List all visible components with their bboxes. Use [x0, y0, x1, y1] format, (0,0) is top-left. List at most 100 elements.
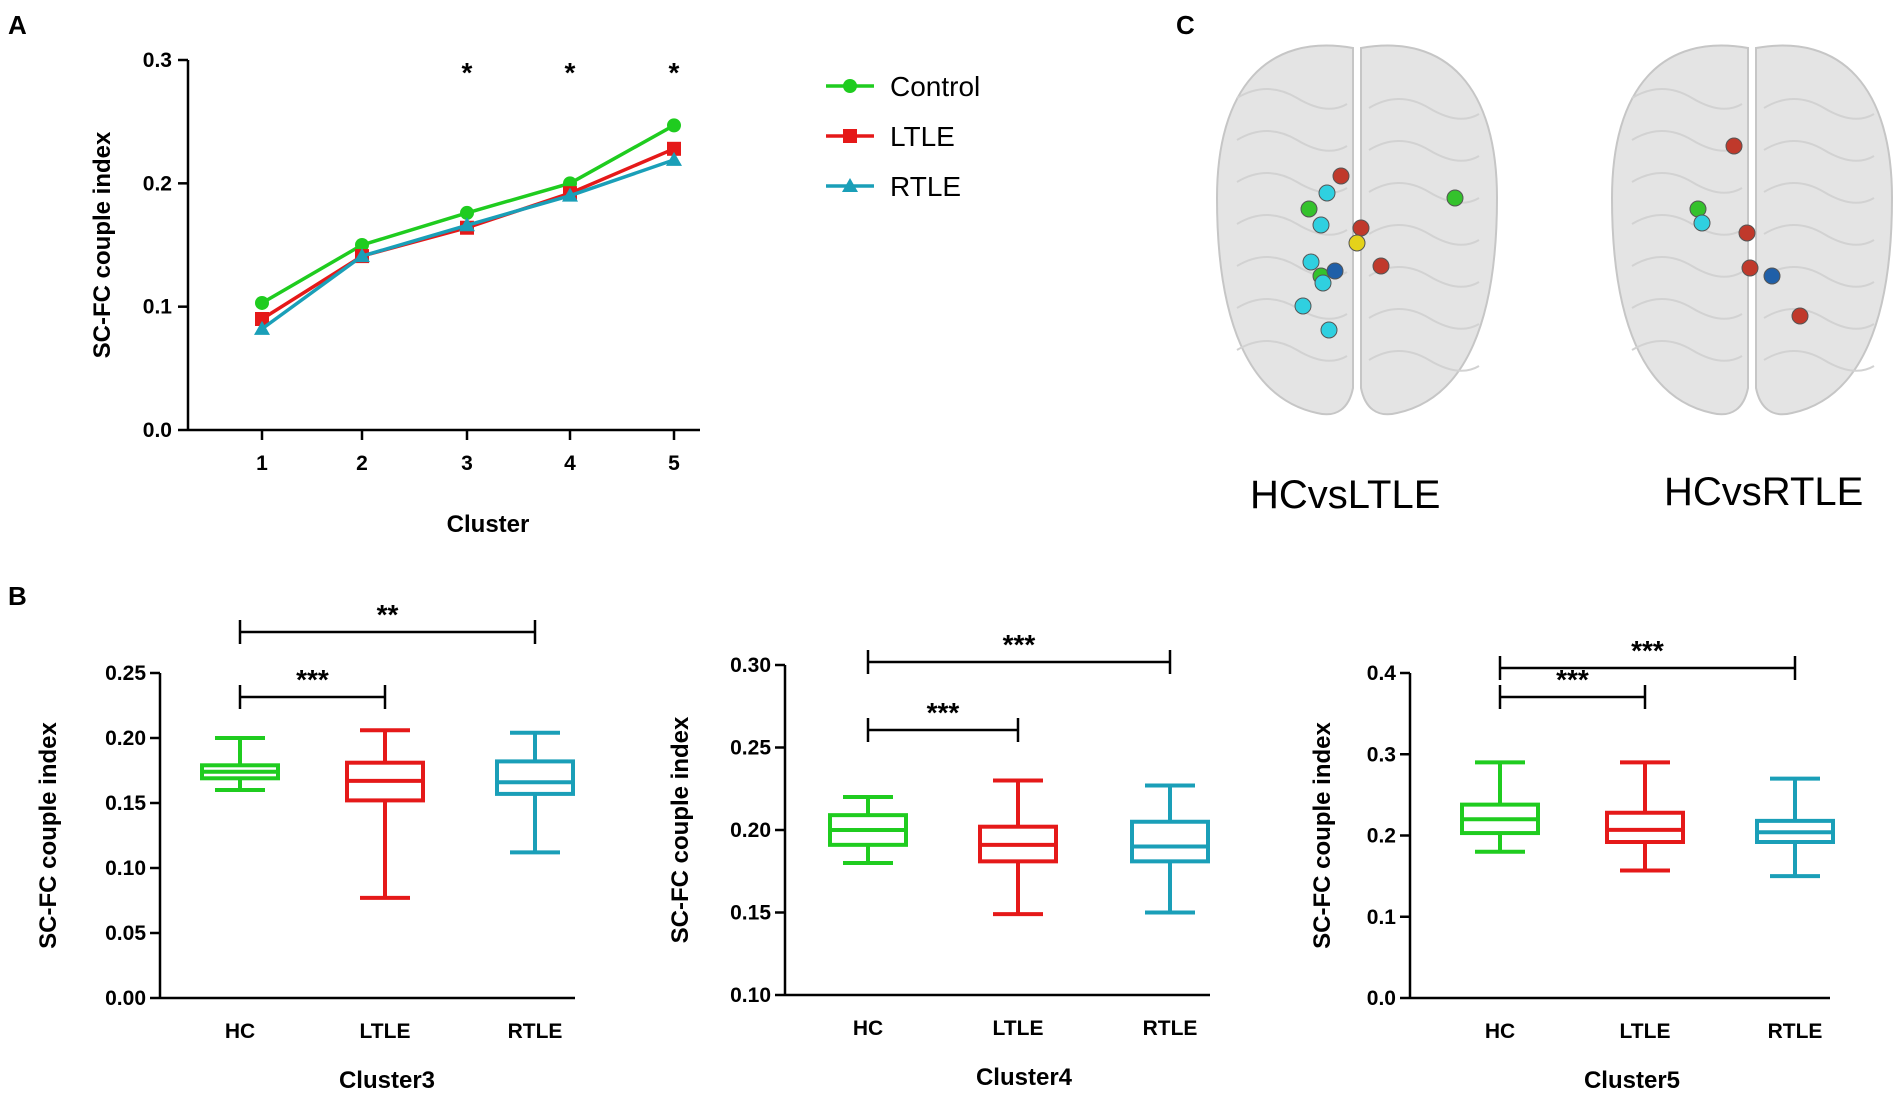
brain-sulcus: [1631, 298, 1743, 320]
y-axis-title: SC-FC couple index: [667, 716, 694, 943]
brain-node: [1302, 253, 1320, 271]
data-point-ltle: [255, 312, 269, 326]
x-axis-title: Cluster4: [976, 1064, 1073, 1091]
y-tick-label: 0.15: [730, 902, 771, 925]
boxplot-cluster5: 0.0 0.1 0.2 0.3 0.4 HC LTLE RTLE Cluster5 SC-FC c…: [1309, 635, 1835, 1094]
brain-sulcus: [1236, 88, 1348, 110]
brain-node: [1446, 189, 1464, 207]
y-tick-label: 0.3: [1367, 743, 1396, 766]
brain-node: [1312, 216, 1330, 234]
significance-annotation: *: [565, 57, 576, 88]
brain-sulcus: [1763, 140, 1875, 162]
significance-label: ***: [1631, 635, 1664, 666]
y-tick-label: 0.1: [143, 296, 173, 319]
brain-sulcus: [1368, 308, 1480, 330]
brain-node: [1314, 274, 1332, 292]
box-body: [1605, 810, 1685, 844]
y-tick-label: 0.2: [1367, 825, 1396, 848]
data-point-rtle: [666, 151, 682, 166]
significance-label: ***: [1003, 629, 1036, 660]
y-tick-label: 0.10: [105, 857, 146, 880]
legend-marker-ltle: [843, 129, 857, 143]
series-line-rtle: [260, 158, 675, 331]
y-tick-label: 0.3: [143, 49, 172, 72]
x-tick-label: LTLE: [360, 1020, 411, 1043]
brain-sulcus: [1236, 340, 1348, 362]
brain-right-hemisphere: [1755, 44, 1894, 416]
brain-sulcus: [1368, 224, 1480, 246]
y-tick-label: 0.20: [730, 819, 771, 842]
brain-sulcus: [1368, 140, 1480, 162]
y-axis-title: SC-FC couple index: [89, 131, 116, 358]
data-point-rtle: [354, 248, 370, 263]
y-tick-label: 0.1: [1367, 906, 1397, 929]
brain-node: [1348, 234, 1366, 252]
brain-left-hemisphere: [1215, 44, 1354, 416]
brain-sulcus: [1631, 88, 1743, 110]
brain-node: [1294, 297, 1312, 315]
boxplot-cluster3: 0.00 0.05 0.10 0.15 0.20 0.25 HC LTLE RTLE Cluste…: [35, 599, 575, 1094]
brain-node: [1300, 200, 1318, 218]
brain-node: [1791, 307, 1809, 325]
data-point-control: [255, 295, 269, 310]
significance-annotation: *: [462, 57, 473, 88]
y-axis-title: SC-FC couple index: [35, 722, 62, 949]
brain-node: [1763, 267, 1781, 285]
brain-node: [1320, 321, 1338, 339]
brain-node: [1332, 167, 1350, 185]
x-axis-title: Cluster: [447, 511, 530, 538]
x-tick-label: HC: [225, 1020, 255, 1043]
x-tick-label: RTLE: [1143, 1017, 1198, 1040]
data-point-rtle: [254, 320, 270, 335]
brain-sulcus: [1631, 256, 1743, 278]
significance-annotation: *: [669, 57, 680, 88]
brain-render-hcvsltle: [1215, 44, 1499, 416]
panel-label-b: B: [8, 581, 27, 611]
y-tick-label: 0.4: [1367, 662, 1397, 685]
x-tick-label: 3: [461, 452, 473, 475]
brain-sulcus: [1763, 350, 1875, 372]
legend-label-control: Control: [890, 71, 980, 102]
x-tick-label: RTLE: [1768, 1020, 1823, 1043]
boxplot-cluster4: 0.10 0.15 0.20 0.25 0.30 HC LTLE RTLE Cluster4 SC…: [667, 629, 1210, 1091]
legend-marker-control: [843, 79, 857, 93]
brain-sulcus: [1763, 266, 1875, 288]
brain-node: [1725, 137, 1743, 155]
y-tick-label: 0.0: [143, 419, 172, 442]
significance-label: ***: [296, 664, 329, 695]
brain-node: [1372, 257, 1390, 275]
line-chart-panel-a: 0.0 0.1 0.2 0.3 1 2 3 4 5 Cluster SC-FC couple ind…: [89, 49, 980, 538]
brain-label-hcvsltle: HCvsLTLE: [1250, 473, 1440, 517]
brain-node: [1352, 219, 1370, 237]
brain-sulcus: [1763, 308, 1875, 330]
x-tick-label: 5: [668, 452, 680, 475]
brain-sulcus: [1631, 214, 1743, 236]
x-tick-label: LTLE: [1620, 1020, 1671, 1043]
y-tick-label: 0.15: [105, 792, 146, 815]
x-axis-title: Cluster3: [339, 1067, 435, 1094]
brain-sulcus: [1236, 214, 1348, 236]
brain-sulcus: [1631, 340, 1743, 362]
x-tick-label: 1: [256, 452, 268, 475]
y-axis-title: SC-FC couple index: [1309, 722, 1336, 949]
data-point-rtle: [459, 217, 475, 232]
panel-label-a: A: [8, 10, 27, 40]
x-tick-label: LTLE: [993, 1017, 1044, 1040]
x-tick-label: HC: [1485, 1020, 1515, 1043]
x-axis-title: Cluster5: [1584, 1067, 1680, 1094]
brain-sulcus: [1763, 98, 1875, 120]
significance-label: **: [377, 599, 399, 630]
data-point-ltle: [667, 141, 681, 156]
box-body: [495, 759, 575, 796]
legend-label-ltle: LTLE: [890, 121, 955, 152]
data-point-control: [667, 118, 681, 133]
brain-sulcus: [1236, 130, 1348, 152]
brain-node: [1693, 214, 1711, 232]
brain-sulcus: [1631, 172, 1743, 194]
brain-node: [1318, 184, 1336, 202]
box-body: [1130, 819, 1210, 864]
brain-sulcus: [1763, 182, 1875, 204]
brain-sulcus: [1763, 224, 1875, 246]
brain-node: [1741, 259, 1759, 277]
